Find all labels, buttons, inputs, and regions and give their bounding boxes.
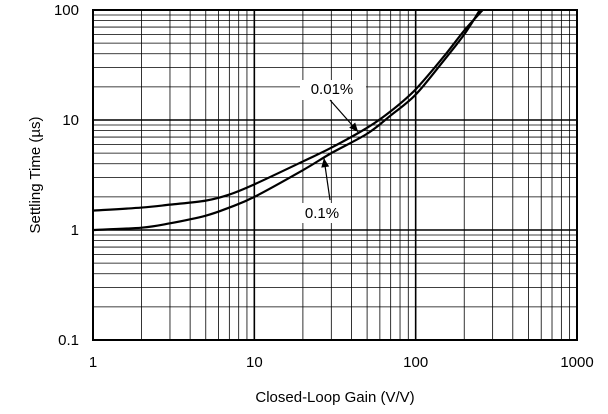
tick-labels: 1 10 100 1000 0.1 1 10 100 — [54, 2, 594, 371]
series-line — [92, 9, 484, 212]
y-axis-label: Settling Time (µs) — [27, 116, 44, 233]
x-tick-label: 1 — [89, 354, 97, 371]
x-tick-label: 1000 — [560, 354, 593, 371]
x-axis-label: Closed-Loop Gain (V/V) — [255, 389, 414, 406]
x-tick-label: 100 — [403, 354, 428, 371]
y-tick-label: 100 — [54, 2, 79, 19]
annotation-label: 0.01% — [311, 81, 354, 98]
x-tick-label: 10 — [246, 354, 263, 371]
plot-frame — [92, 9, 578, 341]
annotation-arrowhead — [321, 158, 330, 168]
annotation-arrowhead — [349, 122, 359, 132]
data-curves — [92, 9, 484, 232]
y-tick-label: 10 — [62, 112, 79, 129]
series-line — [92, 9, 481, 232]
annotation-background — [300, 80, 366, 100]
annotation-background — [300, 203, 350, 223]
grid-lines — [92, 10, 577, 341]
y-tick-label: 0.1 — [58, 332, 79, 349]
annotations: 0.01% 0.1% — [300, 80, 366, 223]
annotation-label: 0.1% — [305, 205, 339, 222]
y-tick-label: 1 — [71, 222, 79, 239]
